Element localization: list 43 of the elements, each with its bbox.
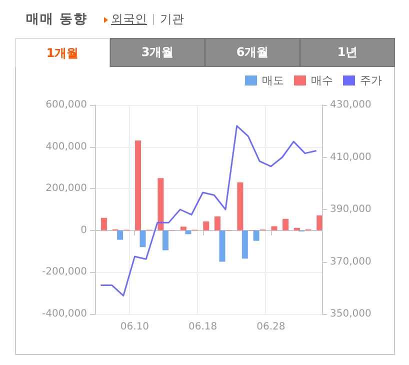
- text: 6개월: [205, 38, 300, 67]
- y2-tick-label: 430,000: [330, 100, 372, 110]
- bar: [282, 218, 289, 230]
- y2-tick-label: 390,000: [330, 204, 372, 215]
- y-tick-label: 200,000: [46, 183, 87, 194]
- bar: [271, 226, 278, 230]
- x-tick-label: 06.28: [256, 322, 286, 332]
- text: 외국인: [111, 11, 147, 28]
- bar: [316, 215, 322, 230]
- y2-tick-label: 350,000: [330, 308, 372, 320]
- chart-title: 매매 동향: [26, 11, 88, 28]
- legend-label: 매수: [311, 74, 333, 87]
- line-series: [100, 125, 318, 296]
- bar: [180, 226, 186, 230]
- bar: [158, 178, 164, 230]
- y2-tick-label: 370,000: [330, 256, 372, 268]
- bar: [219, 230, 226, 262]
- bar: [253, 230, 260, 241]
- text: 기관: [160, 11, 184, 28]
- y-tick-label: 600,000: [46, 100, 87, 110]
- bar: [162, 230, 168, 250]
- bar: [135, 140, 142, 230]
- bar: [140, 230, 146, 248]
- y-tick-label: -200,000: [42, 266, 87, 278]
- x-tick-label: 06.10: [120, 322, 150, 332]
- bar: [237, 182, 244, 230]
- bar: [185, 230, 192, 234]
- text: 3개월: [110, 38, 205, 67]
- bar: [117, 230, 124, 240]
- legend-label: 매도: [262, 74, 284, 87]
- bar: [100, 218, 107, 230]
- y-tick-label: 0: [80, 224, 87, 236]
- bar: [242, 230, 248, 259]
- y-tick-label: -400,000: [42, 308, 87, 320]
- bar: [214, 216, 220, 230]
- y-tick-label: 400,000: [46, 141, 87, 152]
- legend-label: 주가: [360, 74, 382, 87]
- y2-tick-label: 410,000: [330, 152, 372, 163]
- text: 1년: [300, 38, 395, 67]
- text: 1개월: [15, 38, 110, 67]
- x-tick-label: 06.18: [188, 322, 218, 332]
- bar: [294, 228, 300, 230]
- bar: [203, 221, 210, 230]
